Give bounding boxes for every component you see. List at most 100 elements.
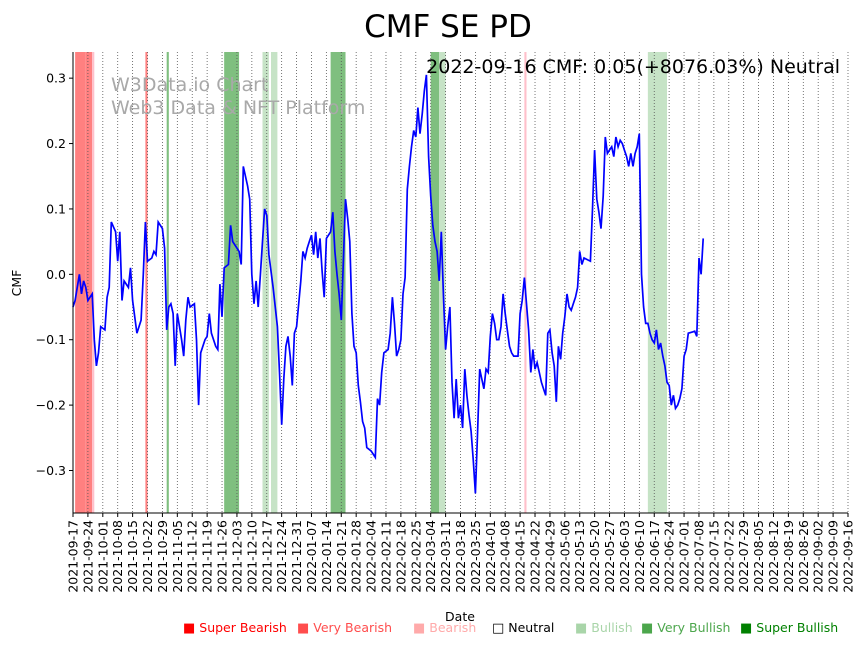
x-tick-label: 2021-11-05: [170, 520, 185, 593]
x-tick-label: 2021-10-15: [125, 520, 140, 593]
legend-swatch: ■: [575, 621, 588, 636]
x-tick-label: 2022-05-27: [602, 520, 617, 593]
band-bullish: [647, 52, 668, 513]
x-tick-label: 2021-09-17: [66, 520, 81, 593]
legend-item: ■ Super Bullish: [740, 620, 838, 636]
y-axis-label: CMF: [9, 270, 24, 297]
x-tick-label: 2022-07-08: [691, 520, 706, 593]
legend-swatch: ■: [641, 621, 654, 636]
x-tick-label: 2021-09-24: [80, 520, 95, 593]
band-very-bearish: [145, 52, 148, 513]
status-text: 2022-09-16 CMF: 0.05(+8076.03%) Neutral: [426, 56, 840, 78]
band-very-bullish: [430, 52, 440, 513]
x-tick-label: 2022-07-15: [706, 520, 721, 593]
x-tick-label: 2021-10-29: [155, 520, 170, 593]
x-tick-label: 2022-09-16: [841, 520, 856, 593]
x-tick-label: 2022-07-22: [721, 520, 736, 593]
x-tick-label: 2021-10-22: [140, 520, 155, 593]
x-tick-label: 2022-03-04: [423, 520, 438, 593]
x-tick-label: 2021-12-17: [259, 520, 274, 593]
x-tick-label: 2021-10-01: [95, 520, 110, 593]
watermark-line-1: W3Data.io Chart: [111, 74, 268, 96]
legend-item: ■ Super Bearish: [183, 620, 287, 636]
x-tick-label: 2022-01-21: [334, 520, 349, 593]
x-tick-label: 2022-06-10: [632, 520, 647, 593]
legend-swatch: □: [492, 621, 505, 636]
x-tick-label: 2022-01-14: [319, 520, 334, 593]
legend-label: Neutral: [504, 620, 555, 635]
band-very-bullish: [224, 52, 240, 513]
legend-label: Bullish: [587, 620, 633, 635]
legend-item: ■ Bearish: [413, 620, 476, 636]
x-tick-label: 2022-02-18: [393, 520, 408, 593]
x-tick-label: 2021-12-31: [289, 520, 304, 593]
y-tick-label: 0.3: [46, 71, 66, 86]
watermark-line-2: Web3 Data & NFT Platform: [111, 97, 365, 119]
x-tick-label: 2022-08-12: [766, 520, 781, 593]
legend-label: Super Bearish: [195, 620, 287, 635]
legend-swatch: ■: [740, 621, 753, 636]
y-ticks: −0.3 −0.2 −0.1 0.0 0.1 0.2 0.3: [36, 71, 73, 478]
x-tick-label: 2021-11-26: [215, 520, 230, 593]
chart-title: CMF SE PD: [364, 9, 532, 45]
legend-label: Super Bullish: [752, 620, 839, 635]
x-tick-label: 2022-07-29: [736, 520, 751, 593]
x-tick-label: 2022-02-04: [364, 520, 379, 593]
x-tick-label: 2022-06-24: [662, 520, 677, 593]
x-tick-label: 2022-02-11: [378, 520, 393, 593]
legend-item: ■ Bullish: [575, 620, 633, 636]
x-tick-label: 2022-05-06: [557, 520, 572, 593]
x-tick-label: 2022-01-07: [304, 520, 319, 593]
x-tick-label: 2022-07-01: [677, 520, 692, 593]
x-tick-label: 2021-12-10: [244, 520, 259, 593]
x-tick-label: 2022-03-11: [438, 520, 453, 593]
x-tick-label: 2022-06-03: [617, 520, 632, 593]
band-bullish: [262, 52, 269, 513]
x-tick-label: 2022-04-01: [483, 520, 498, 593]
x-tick-label: 2022-09-09: [826, 520, 841, 593]
band-very-bearish: [85, 52, 93, 513]
legend-swatch: ■: [183, 621, 196, 636]
x-tick-label: 2022-03-25: [468, 520, 483, 593]
band-bullish: [271, 52, 278, 513]
x-tick-label: 2022-02-25: [408, 520, 423, 593]
x-tick-label: 2022-04-29: [542, 520, 557, 593]
legend-label: Very Bullish: [653, 620, 731, 635]
legend-label: Very Bearish: [309, 620, 393, 635]
legend-item: ■ Very Bullish: [641, 620, 730, 636]
x-tick-label: 2022-08-05: [751, 520, 766, 593]
x-tick-label: 2022-08-26: [796, 520, 811, 593]
legend-label: Bearish: [425, 620, 477, 635]
x-tick-label: 2022-09-02: [811, 520, 826, 593]
x-tick-label: 2022-03-18: [453, 520, 468, 593]
x-tick-label: 2022-04-22: [528, 520, 543, 593]
x-tick-label: 2022-06-17: [647, 520, 662, 593]
band-very-bullish: [166, 52, 169, 513]
x-ticks: 2021-09-17 2021-09-24 2021-10-01 2021-10-08…: [66, 513, 856, 593]
x-tick-label: 2022-05-20: [587, 520, 602, 593]
y-tick-label: −0.1: [36, 332, 66, 347]
y-tick-label: −0.3: [36, 463, 66, 478]
legend-swatch: ■: [413, 621, 426, 636]
x-tick-label: 2022-01-28: [349, 520, 364, 593]
x-tick-label: 2022-08-19: [781, 520, 796, 593]
x-tick-label: 2021-12-24: [274, 520, 289, 593]
y-tick-label: −0.2: [36, 398, 66, 413]
cmf-series-line: [72, 74, 705, 494]
band-bearish: [92, 52, 95, 513]
y-tick-label: 0.1: [46, 201, 66, 216]
legend-item: □ Neutral: [492, 620, 554, 636]
y-tick-label: 0.2: [46, 136, 66, 151]
y-tick-label: 0.0: [46, 267, 66, 282]
legend-item: ■ Very Bearish: [297, 620, 392, 636]
x-tick-label: 2022-05-13: [572, 520, 587, 593]
x-tick-label: 2021-12-03: [229, 520, 244, 593]
x-axis-label: Date: [445, 609, 475, 624]
legend-swatch: ■: [297, 621, 310, 636]
x-tick-label: 2022-04-15: [513, 520, 528, 593]
x-tick-label: 2021-10-08: [110, 520, 125, 593]
x-tick-label: 2022-04-08: [498, 520, 513, 593]
x-tick-label: 2021-11-12: [185, 520, 200, 593]
vertical-gridlines: [72, 52, 849, 513]
